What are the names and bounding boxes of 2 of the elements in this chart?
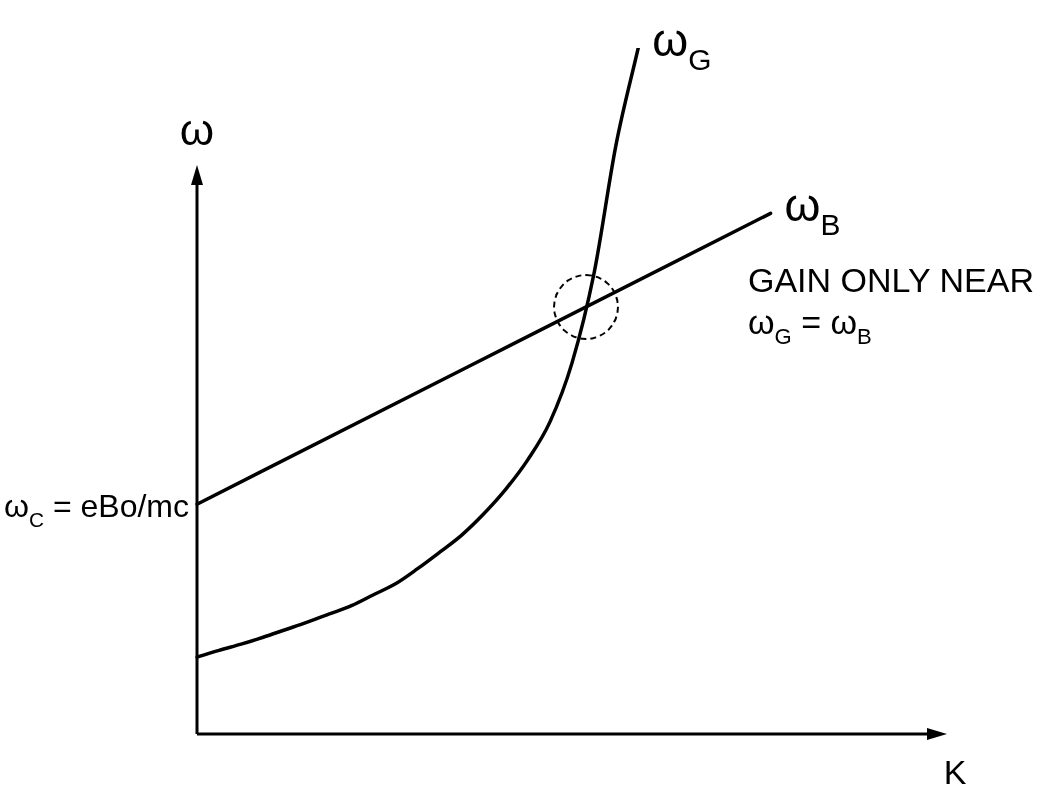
- y-axis-title: ω: [179, 105, 215, 154]
- x-axis-title: K: [943, 753, 967, 791]
